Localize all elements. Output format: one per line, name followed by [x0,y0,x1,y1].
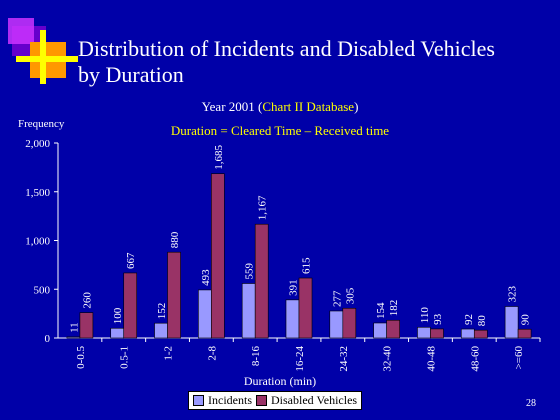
x-axis-title: Duration (min) [243,374,317,388]
x-tick-label: 40-48 [425,346,437,372]
bar-incidents [154,322,168,339]
x-tick-label: 2-8 [206,346,218,361]
data-label-disabled: 615 [301,257,313,274]
bar-disabled [123,272,138,339]
y-axis-title: Frequency [18,118,65,130]
bar-disabled [79,312,94,339]
bar-disabled [211,173,225,339]
data-label-disabled: 1,167 [257,195,269,220]
data-label-incidents: 110 [419,307,431,324]
y-tick-label: 500 [34,284,51,296]
legend-swatch-incidents [193,395,204,406]
bar-incidents [329,310,344,339]
bar-incidents [373,322,387,339]
bar-incidents [241,283,256,339]
chart-subtitle: Year 2001 (Chart II Database) [0,99,560,115]
page-number: 28 [526,398,536,409]
x-tick-label: >=60 [513,346,525,370]
bar-disabled [254,223,269,339]
data-label-disabled: 260 [81,292,93,309]
data-label-disabled: 90 [520,314,532,326]
data-label-incidents: 154 [375,302,387,319]
data-label-disabled: 80 [476,315,488,327]
x-tick-label: 32-40 [382,346,394,372]
duration-formula: Duration = Cleared Time – Received time [170,123,390,138]
bar-disabled [430,328,444,339]
data-label-incidents: 559 [244,262,256,279]
data-label-disabled: 667 [125,252,137,269]
x-tick-label: 24-32 [338,346,350,372]
bar-incidents [66,336,81,339]
chart-legend: Incidents Disabled Vehicles [188,391,363,410]
bar-disabled [167,251,181,339]
bar-disabled [386,319,400,339]
bar-disabled [298,277,313,339]
data-label-incidents: 100 [112,307,124,324]
bar-disabled [473,329,488,339]
data-label-incidents: 391 [288,279,300,296]
data-label-incidents: 92 [463,314,475,325]
legend-label-incidents: Incidents [208,393,252,407]
subtitle-database: Chart II Database [262,99,355,114]
x-tick-label: 16-24 [294,346,306,372]
slide-title: Distribution of Incidents and Disabled V… [78,36,548,88]
decorative-logo-icon [8,18,78,84]
bar-incidents [110,327,125,339]
y-tick-label: 1,000 [25,236,50,248]
legend-swatch-disabled [256,395,267,406]
bar-incidents [417,326,431,339]
x-tick-label: 48-60 [469,346,481,372]
data-label-disabled: 93 [432,313,444,325]
data-label-disabled: 182 [388,300,400,317]
y-tick-label: 1,500 [25,187,50,199]
data-label-incidents: 277 [331,290,343,307]
data-label-disabled: 880 [169,231,181,248]
data-label-incidents: 152 [156,303,168,320]
bar-incidents [285,299,300,339]
x-tick-label: 8-16 [250,346,262,367]
bar-incidents [460,328,475,339]
bar-disabled [517,328,532,339]
x-tick-label: 1-2 [163,346,175,361]
title-line-1: Distribution of Incidents and Disabled V… [78,36,495,61]
x-tick-label: 0.5-1 [119,346,131,369]
x-tick-label: 0-0.5 [75,346,87,369]
data-label-incidents: 323 [507,286,519,303]
title-line-2: by Duration [78,62,184,87]
subtitle-suffix: ) [354,99,359,114]
y-tick-label: 0 [45,333,51,345]
legend-label-disabled: Disabled Vehicles [271,393,358,407]
data-label-disabled: 305 [344,287,356,304]
bar-incidents [198,289,212,339]
data-label-disabled: 1,685 [213,144,225,169]
data-label-incidents: 493 [200,269,212,286]
y-tick-label: 2,000 [25,138,50,150]
data-label-incidents: 11 [68,322,80,333]
subtitle-prefix: Year 2001 ( [201,99,263,114]
bar-disabled [342,307,357,339]
bar-incidents [504,306,519,339]
